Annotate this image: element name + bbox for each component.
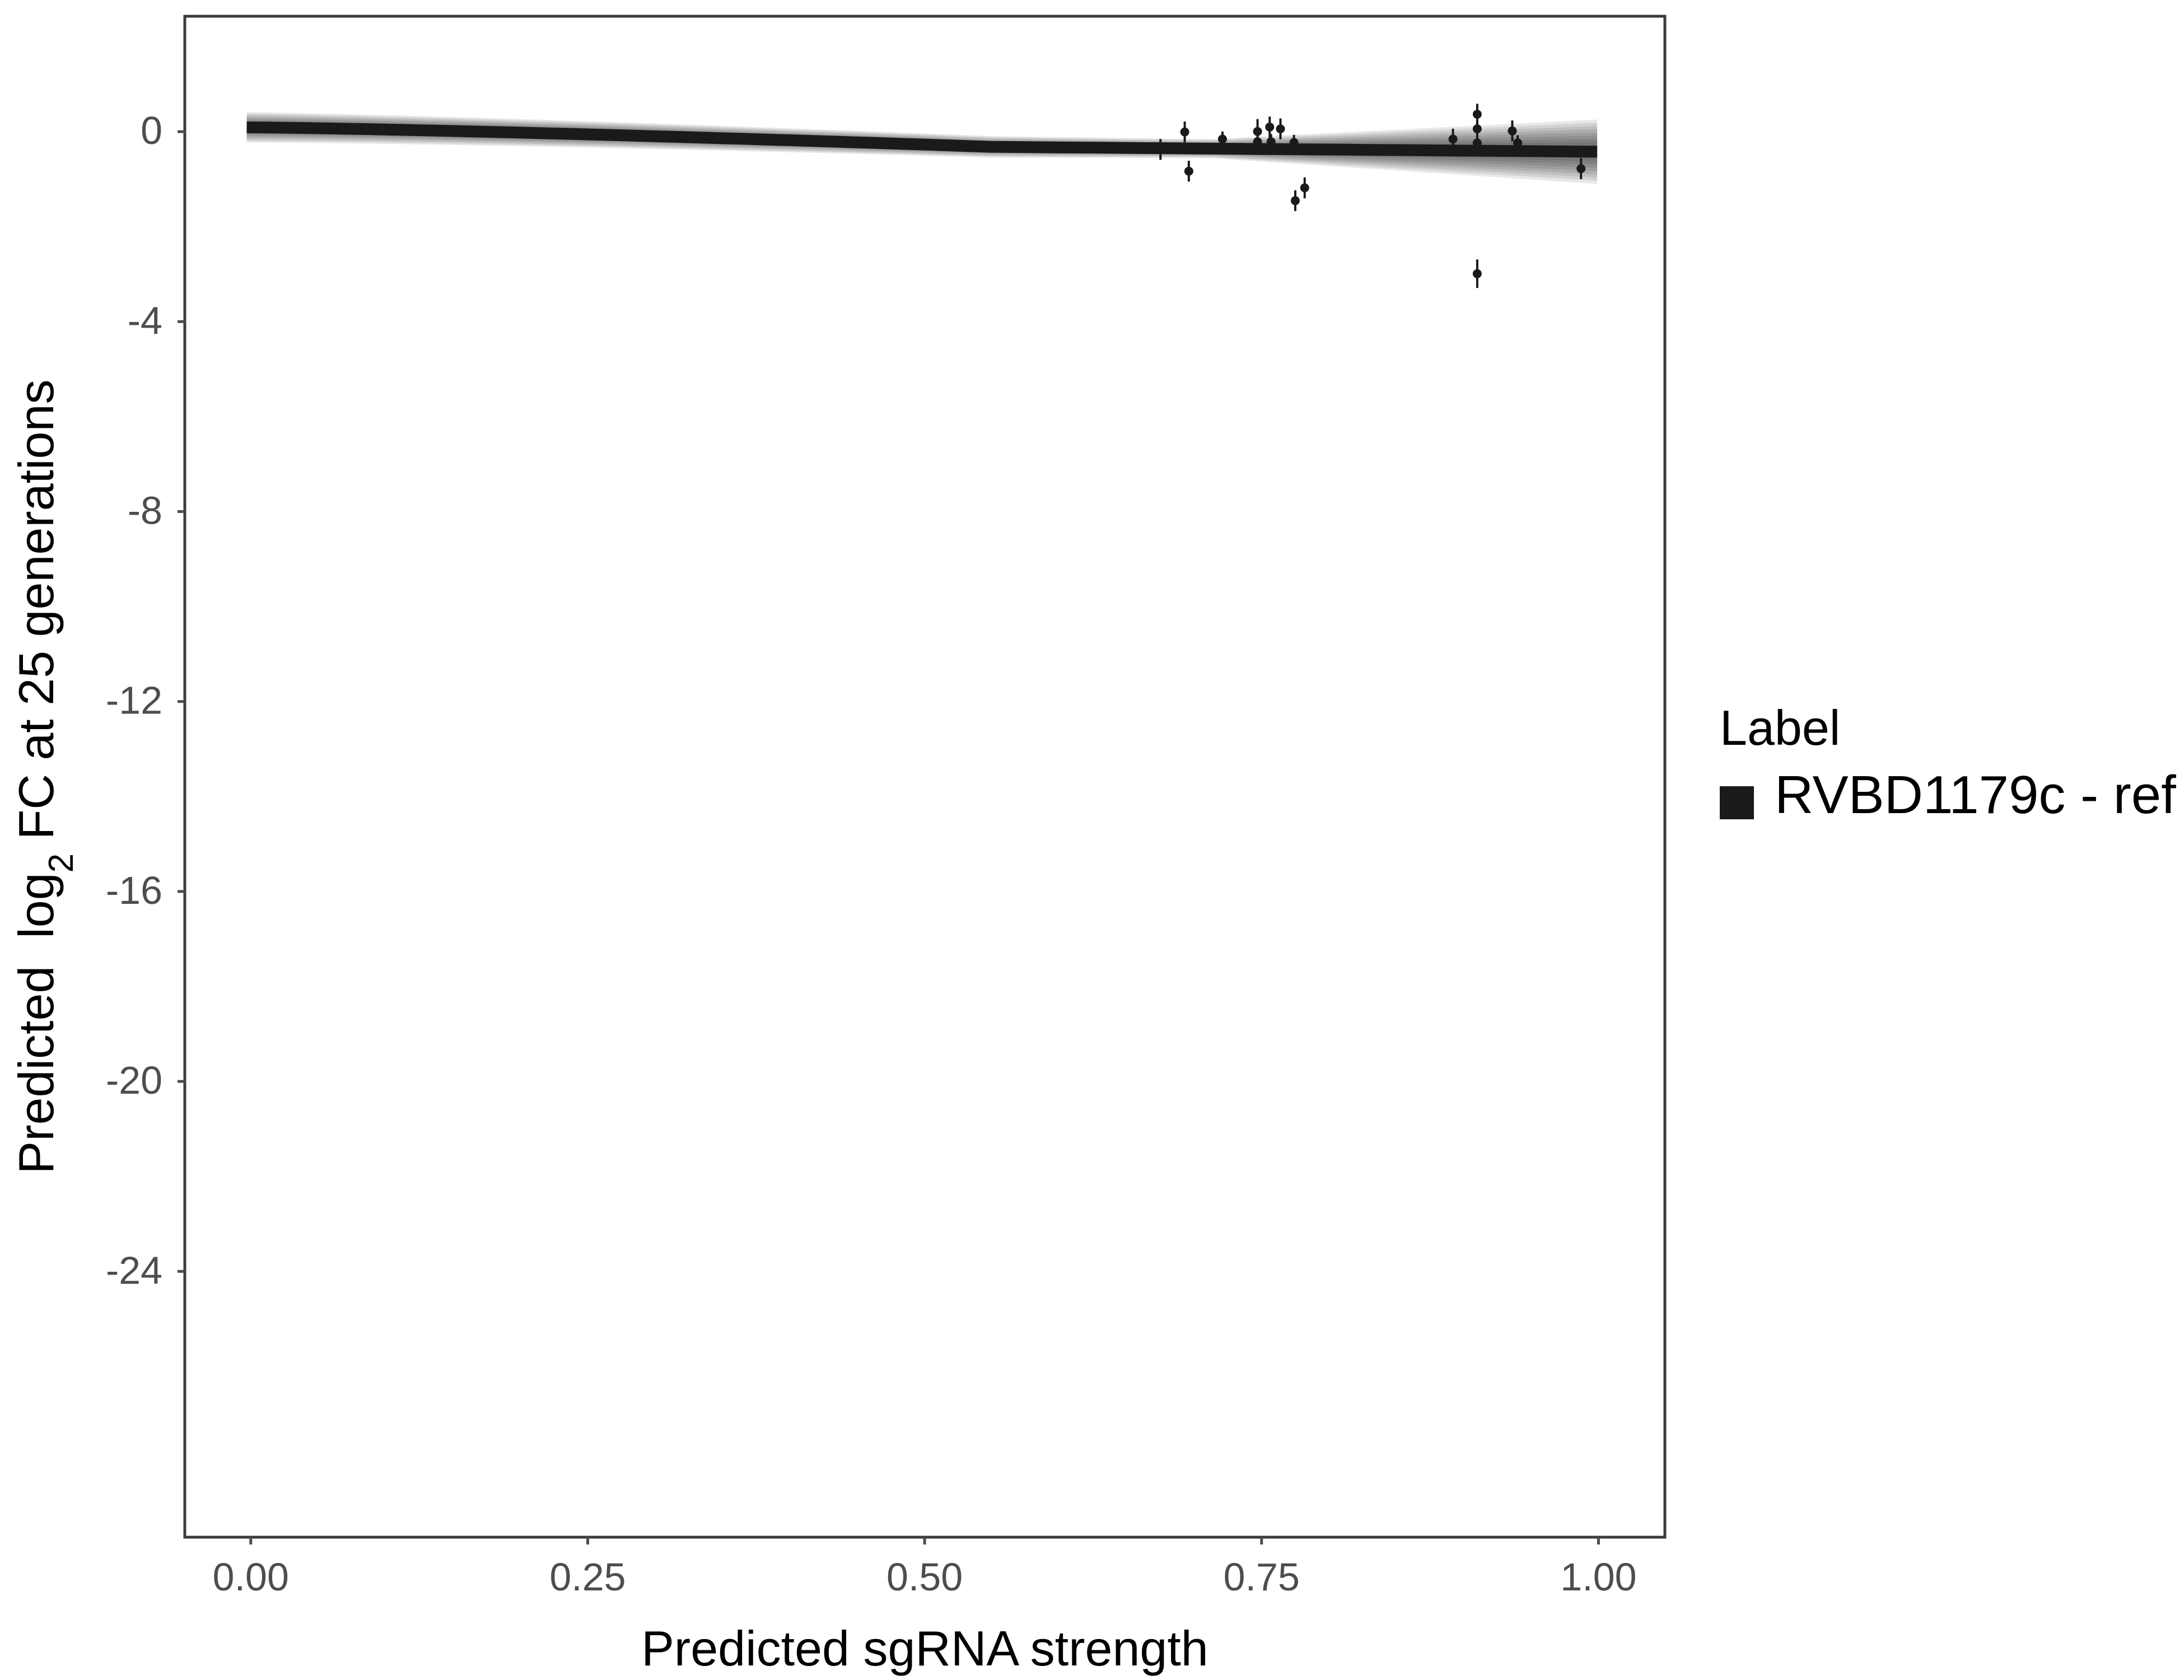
svg-text:RVBD1179c - ref: RVBD1179c - ref (1775, 765, 2176, 825)
svg-text:0.25: 0.25 (549, 1555, 626, 1599)
svg-text:0.75: 0.75 (1224, 1555, 1300, 1599)
svg-text:-4: -4 (128, 298, 162, 342)
svg-text:1.00: 1.00 (1560, 1555, 1636, 1599)
svg-text:Predicted sgRNA strength: Predicted sgRNA strength (641, 1621, 1208, 1676)
svg-text:0.00: 0.00 (213, 1555, 289, 1599)
svg-text:0: 0 (141, 109, 162, 152)
svg-text:-20: -20 (106, 1058, 162, 1102)
svg-text:-8: -8 (128, 489, 162, 533)
svg-text:Label: Label (1720, 700, 1840, 755)
svg-text:-24: -24 (106, 1248, 162, 1292)
svg-text:-16: -16 (106, 869, 162, 912)
svg-text:-12: -12 (106, 679, 162, 722)
svg-text:Predicted log2 FC at 25 gener: Predicted log2 FC at 25 generations (8, 380, 81, 1174)
svg-text:0.50: 0.50 (886, 1555, 963, 1599)
